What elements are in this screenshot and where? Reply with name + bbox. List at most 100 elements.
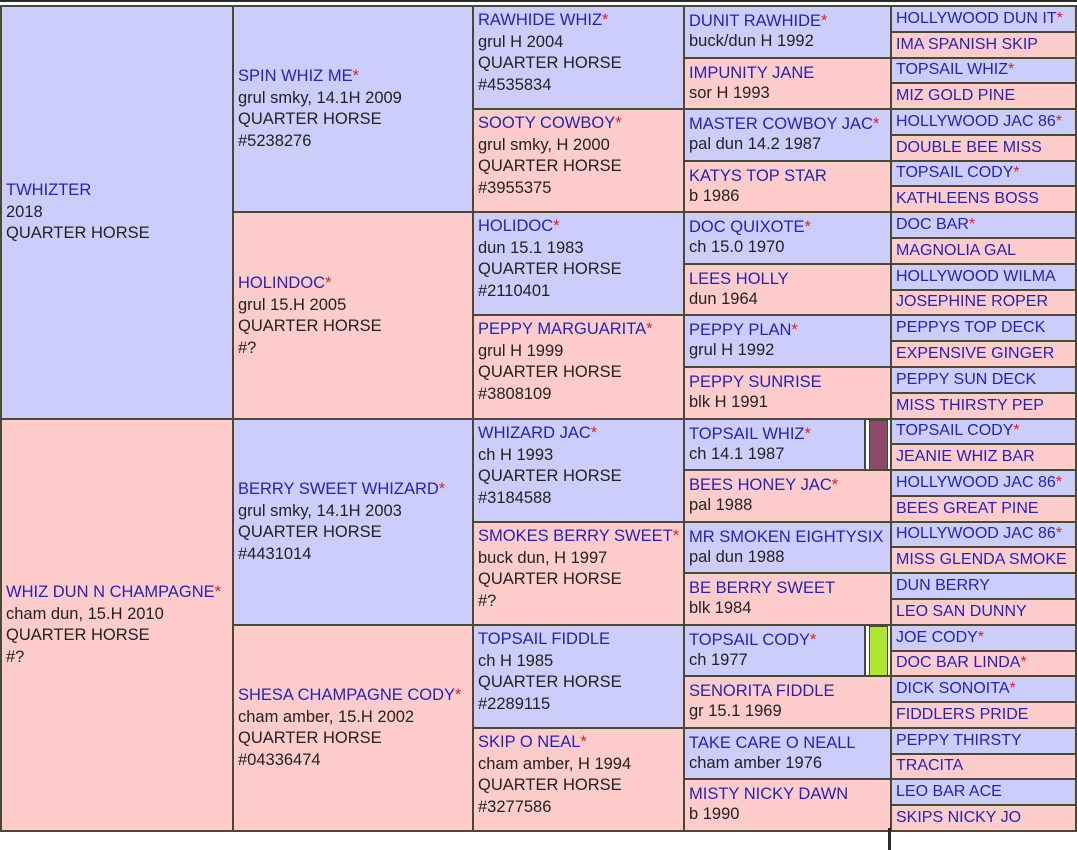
horse-name-link[interactable]: TRACITA	[896, 757, 964, 774]
horse-name-link[interactable]: SPIN WHIZ ME	[238, 67, 353, 85]
horse-cell-g8[interactable]: SKIP O NEAL* cham amber, H 1994 QUARTER HO…	[472, 727, 685, 832]
horse-cell-i22[interactable]: MISS GLENDA SMOKE	[890, 546, 1077, 574]
horse-name-link[interactable]: BERRY SWEET WHIZARD	[238, 480, 439, 498]
horse-name-link[interactable]: HOLLYWOOD JAC 86	[896, 113, 1056, 130]
horse-cell-h14[interactable]: SENORITA FIDDLE gr 15.1 1969	[683, 675, 892, 729]
horse-name-link[interactable]: TOPSAIL CODY	[689, 631, 811, 649]
horse-cell-subject[interactable]: TWHIZTER 2018 QUARTER HORSE	[0, 5, 234, 420]
horse-cell-i28[interactable]: FIDDLERS PRIDE	[890, 701, 1077, 729]
horse-cell-h1[interactable]: DUNIT RAWHIDE* buck/dun H 1992	[683, 5, 892, 59]
horse-cell-i18[interactable]: JEANIE WHIZ BAR	[890, 443, 1077, 471]
horse-name-link[interactable]: DOC BAR	[896, 216, 969, 233]
horse-name-link[interactable]: DICK SONOITA	[896, 680, 1010, 697]
horse-cell-i16[interactable]: MISS THIRSTY PEP	[890, 392, 1077, 420]
horse-name-link[interactable]: MISTY NICKY DAWN	[689, 785, 849, 803]
horse-cell-h3[interactable]: MASTER COWBOY JAC* pal dun 14.2 1987	[683, 108, 892, 162]
horse-name-link[interactable]: TOPSAIL CODY	[896, 164, 1014, 181]
horse-name-link[interactable]: PEPPYS TOP DECK	[896, 319, 1046, 336]
horse-cell-g7[interactable]: TOPSAIL FIDDLE ch H 1985 QUARTER HORSE #228…	[472, 624, 685, 729]
horse-name-link[interactable]: BEES HONEY JAC	[689, 476, 832, 494]
horse-cell-i13[interactable]: PEPPYS TOP DECK	[890, 314, 1077, 342]
horse-name-link[interactable]: LEES HOLLY	[689, 270, 789, 288]
horse-name-link[interactable]: DOC QUIXOTE	[689, 218, 805, 236]
horse-cell-i1[interactable]: HOLLYWOOD DUN IT*	[890, 5, 1077, 33]
horse-name-link[interactable]: PEPPY MARGUARITA	[478, 320, 647, 338]
horse-name-link[interactable]: HOLLYWOOD JAC 86	[896, 525, 1056, 542]
horse-cell-i3[interactable]: TOPSAIL WHIZ*	[890, 57, 1077, 84]
horse-cell-g2[interactable]: SOOTY COWBOY* grul smky, H 2000 QUARTER HO…	[472, 108, 685, 213]
horse-cell-h4[interactable]: KATYS TOP STAR b 1986	[683, 160, 892, 213]
horse-name-link[interactable]: SENORITA FIDDLE	[689, 682, 835, 700]
horse-name-link[interactable]: MASTER COWBOY JAC	[689, 115, 873, 133]
horse-name-link[interactable]: TOPSAIL WHIZ	[689, 425, 805, 443]
horse-cell-s_sire[interactable]: SPIN WHIZ ME* grul smky, 14.1H 2009 QUARTE…	[232, 5, 474, 213]
horse-cell-h2[interactable]: IMPUNITY JANE sor H 1993	[683, 57, 892, 110]
horse-cell-i23[interactable]: DUN BERRY	[890, 572, 1077, 600]
horse-cell-i9[interactable]: DOC BAR*	[890, 211, 1077, 239]
horse-cell-i17[interactable]: TOPSAIL CODY*	[890, 418, 1077, 445]
horse-name-link[interactable]: HOLINDOC	[238, 274, 326, 292]
horse-cell-i26[interactable]: DOC BAR LINDA*	[890, 650, 1077, 677]
horse-name-link[interactable]: HOLLYWOOD WILMA	[896, 268, 1056, 285]
horse-name-link[interactable]: SKIPS NICKY JO	[896, 809, 1022, 826]
horse-cell-i12[interactable]: JOSEPHINE ROPER	[890, 289, 1077, 316]
horse-name-link[interactable]: WHIZARD JAC	[478, 424, 591, 442]
horse-cell-i27[interactable]: DICK SONOITA*	[890, 675, 1077, 703]
horse-cell-d_dam[interactable]: SHESA CHAMPAGNE CODY* cham amber, 15.H 20…	[232, 624, 474, 832]
horse-cell-d_sire[interactable]: BERRY SWEET WHIZARD* grul smky, 14.1H 200…	[232, 418, 474, 626]
horse-name-link[interactable]: HOLIDOC	[478, 217, 554, 235]
horse-name-link[interactable]: PEPPY SUNRISE	[689, 373, 822, 391]
horse-cell-i11[interactable]: HOLLYWOOD WILMA	[890, 263, 1077, 291]
horse-name-link[interactable]: PEPPY SUN DECK	[896, 371, 1037, 388]
horse-cell-s_dam[interactable]: HOLINDOC* grul 15.H 2005 QUARTER HORSE #?	[232, 211, 474, 420]
horse-cell-i6[interactable]: DOUBLE BEE MISS	[890, 134, 1077, 162]
horse-name-link[interactable]: LEO BAR ACE	[896, 783, 1002, 800]
horse-name-link[interactable]: MIZ GOLD PINE	[896, 87, 1016, 104]
horse-name-link[interactable]: DUN BERRY	[896, 577, 990, 594]
horse-cell-h8[interactable]: PEPPY SUNRISE blk H 1991	[683, 366, 892, 420]
horse-name-link[interactable]: TAKE CARE O NEALL	[689, 734, 856, 752]
horse-name-link[interactable]: DOUBLE BEE MISS	[896, 139, 1042, 156]
horse-cell-i10[interactable]: MAGNOLIA GAL	[890, 237, 1077, 265]
horse-name-link[interactable]: JOSEPHINE ROPER	[896, 293, 1049, 310]
horse-name-link[interactable]: TOPSAIL WHIZ	[896, 61, 1009, 78]
horse-cell-h6[interactable]: LEES HOLLY dun 1964	[683, 263, 892, 316]
horse-name-link[interactable]: PEPPY PLAN	[689, 321, 792, 339]
horse-cell-i14[interactable]: EXPENSIVE GINGER	[890, 340, 1077, 368]
horse-cell-i2[interactable]: IMA SPANISH SKIP	[890, 31, 1077, 59]
horse-cell-i24[interactable]: LEO SAN DUNNY	[890, 598, 1077, 626]
horse-name-link[interactable]: FIDDLERS PRIDE	[896, 706, 1029, 723]
horse-name-link[interactable]: KATHLEENS BOSS	[896, 190, 1039, 207]
horse-cell-i21[interactable]: HOLLYWOOD JAC 86*	[890, 521, 1077, 548]
horse-name-link[interactable]: MR SMOKEN EIGHTYSIX	[689, 528, 884, 546]
horse-cell-g4[interactable]: PEPPY MARGUARITA* grul H 1999 QUARTER HORS…	[472, 314, 685, 420]
horse-cell-i15[interactable]: PEPPY SUN DECK	[890, 366, 1077, 394]
horse-name-link[interactable]: JEANIE WHIZ BAR	[896, 448, 1035, 465]
horse-cell-i30[interactable]: TRACITA	[890, 753, 1077, 780]
horse-cell-h5[interactable]: DOC QUIXOTE* ch 15.0 1970	[683, 211, 892, 265]
horse-cell-i20[interactable]: BEES GREAT PINE	[890, 495, 1077, 523]
horse-cell-h12[interactable]: BE BERRY SWEET blk 1984	[683, 572, 892, 626]
horse-name-link[interactable]: IMA SPANISH SKIP	[896, 36, 1038, 53]
horse-name-link[interactable]: TOPSAIL FIDDLE	[478, 630, 611, 648]
horse-cell-g1[interactable]: RAWHIDE WHIZ* grul H 2004 QUARTER HORSE #45…	[472, 5, 685, 110]
horse-cell-h15[interactable]: TAKE CARE O NEALL cham amber 1976	[683, 727, 892, 780]
horse-name-link[interactable]: DOC BAR LINDA	[896, 654, 1021, 671]
horse-name-link[interactable]: BEES GREAT PINE	[896, 500, 1039, 517]
horse-cell-g3[interactable]: HOLIDOC* dun 15.1 1983 QUARTER HORSE #21104…	[472, 211, 685, 316]
horse-name-link[interactable]: EXPENSIVE GINGER	[896, 345, 1055, 362]
horse-cell-i32[interactable]: SKIPS NICKY JO	[890, 804, 1077, 832]
horse-cell-h11[interactable]: MR SMOKEN EIGHTYSIX pal dun 1988	[683, 521, 892, 574]
horse-name-link[interactable]: SHESA CHAMPAGNE CODY	[238, 686, 455, 704]
horse-cell-i4[interactable]: MIZ GOLD PINE	[890, 82, 1077, 110]
horse-cell-g5[interactable]: WHIZARD JAC* ch H 1993 QUARTER HORSE #31845…	[472, 418, 685, 523]
horse-cell-i19[interactable]: HOLLYWOOD JAC 86*	[890, 469, 1077, 497]
horse-name-link[interactable]: SMOKES BERRY SWEET	[478, 527, 673, 545]
horse-name-link[interactable]: JOE CODY	[896, 629, 978, 646]
horse-name-link[interactable]: SOOTY COWBOY	[478, 114, 616, 132]
horse-cell-h7[interactable]: PEPPY PLAN* grul H 1992	[683, 314, 892, 368]
horse-cell-h16[interactable]: MISTY NICKY DAWN b 1990	[683, 778, 892, 832]
horse-name-link[interactable]: KATYS TOP STAR	[689, 167, 827, 185]
horse-name-link[interactable]: TOPSAIL CODY	[896, 422, 1014, 439]
horse-cell-g6[interactable]: SMOKES BERRY SWEET* buck dun, H 1997 QUART…	[472, 521, 685, 626]
